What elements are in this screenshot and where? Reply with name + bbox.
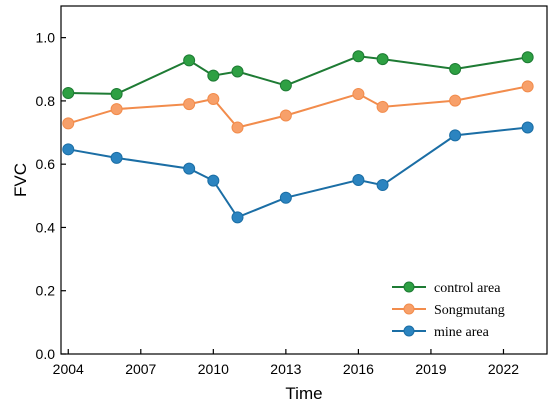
x-tick-label: 2010 <box>198 361 229 377</box>
legend-swatch-marker <box>403 325 415 337</box>
x-tick-label: 2004 <box>53 361 84 377</box>
series-layer <box>62 50 534 224</box>
x-tick-label: 2007 <box>125 361 156 377</box>
data-point <box>231 121 244 134</box>
data-point <box>110 103 123 116</box>
data-point <box>279 79 292 92</box>
legend-swatch-marker <box>403 303 415 315</box>
legend-item: mine area <box>392 325 490 340</box>
legend-item: control area <box>392 281 501 296</box>
data-point <box>352 87 365 100</box>
series-songmutang <box>62 80 534 134</box>
data-point <box>449 129 462 142</box>
y-axis-title: FVC <box>11 163 30 197</box>
data-point <box>376 53 389 66</box>
data-point <box>376 179 389 192</box>
data-point <box>352 174 365 186</box>
data-point <box>62 143 75 156</box>
data-point <box>231 65 244 78</box>
data-point <box>376 100 389 113</box>
x-tick-label: 2022 <box>488 361 519 377</box>
y-tick-label: 0.8 <box>36 93 56 109</box>
data-point <box>449 94 462 107</box>
data-point <box>279 109 292 122</box>
series-line <box>68 126 528 219</box>
data-point <box>183 54 196 67</box>
series-line <box>68 55 528 95</box>
legend-swatch-marker <box>403 281 415 293</box>
data-point <box>352 50 365 63</box>
x-axis-title: Time <box>285 384 322 403</box>
legend-item: Songmutang <box>392 303 505 318</box>
y-tick-label: 0.6 <box>36 156 56 172</box>
data-point <box>231 211 244 224</box>
x-tick-label: 2016 <box>343 361 374 377</box>
data-point <box>449 62 462 75</box>
data-point <box>110 87 123 100</box>
legend-label: mine area <box>434 325 490 340</box>
data-point <box>207 174 220 187</box>
data-point <box>183 162 196 175</box>
series-control-area <box>62 50 534 100</box>
data-point <box>521 121 534 134</box>
data-point <box>521 80 534 93</box>
ticks-layer: 2004 2007 2010 2013 2016 2019 2022 0.0 0.2 0.4 0.6… <box>36 30 520 377</box>
legend-label: Songmutang <box>434 303 505 318</box>
legend-label: control area <box>434 281 501 296</box>
data-point <box>207 93 220 106</box>
y-tick-label: 0.0 <box>36 346 56 362</box>
data-point <box>110 151 123 164</box>
data-point <box>521 51 534 64</box>
y-tick-label: 0.4 <box>36 219 56 235</box>
data-point <box>279 191 292 204</box>
data-point <box>62 87 75 99</box>
data-point <box>183 98 196 111</box>
legend: control area Songmutang mine area <box>392 281 505 340</box>
series-mine-area <box>62 121 534 224</box>
x-tick-label: 2019 <box>415 361 446 377</box>
data-point <box>207 69 220 82</box>
series-line <box>68 85 528 129</box>
plot-frame <box>60 5 548 355</box>
data-point <box>62 117 75 130</box>
y-tick-label: 1.0 <box>36 30 56 46</box>
x-tick-label: 2013 <box>270 361 301 377</box>
y-tick-label: 0.2 <box>36 283 56 299</box>
